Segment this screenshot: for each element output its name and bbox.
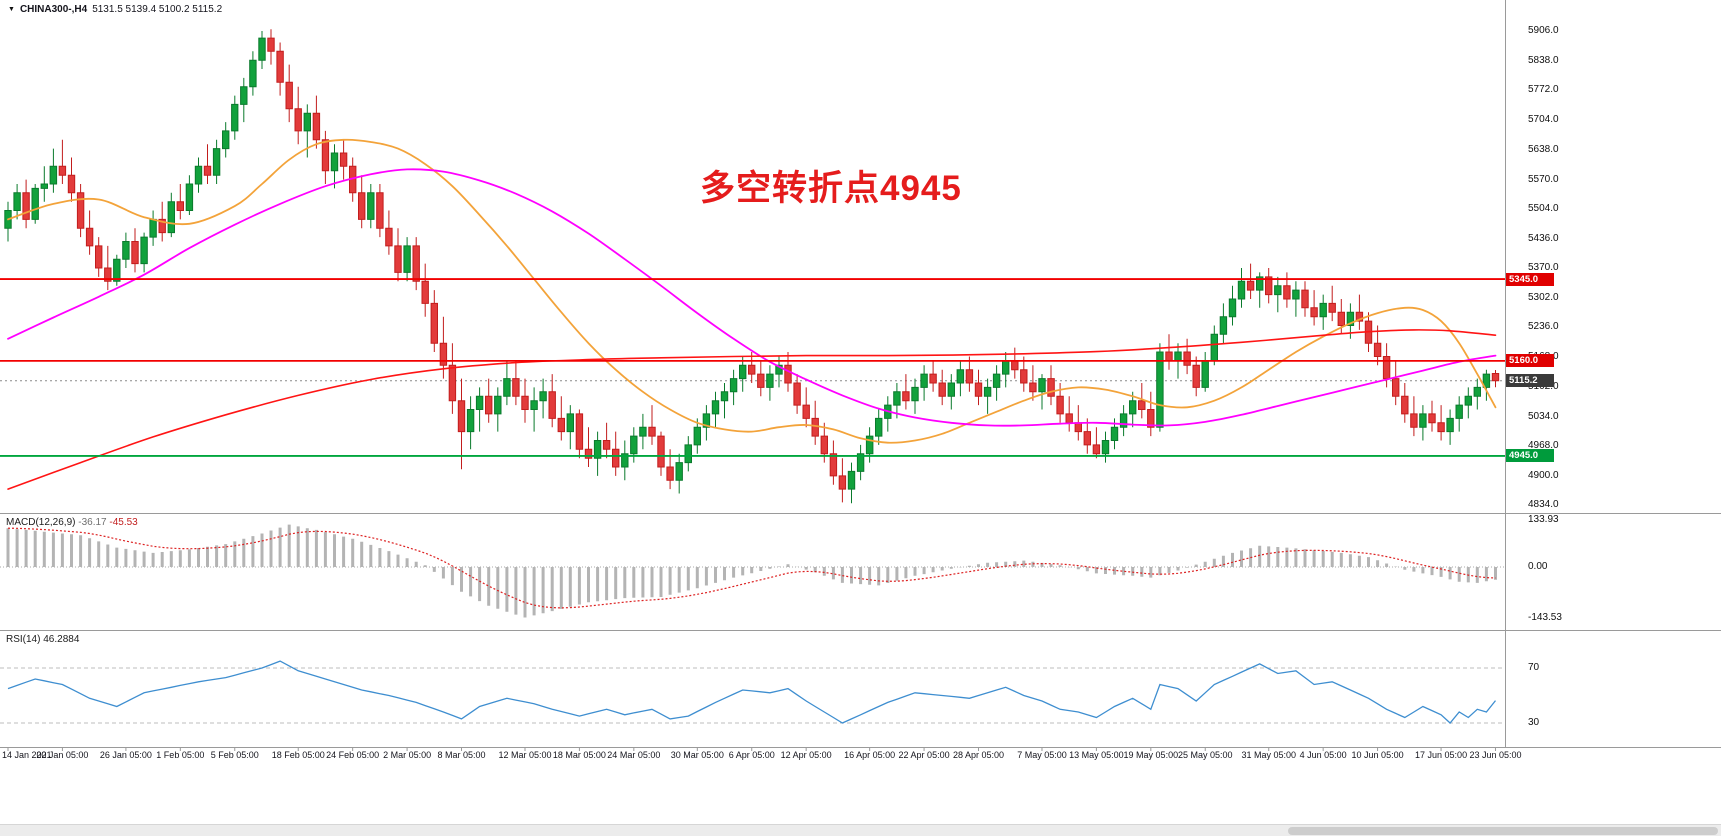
time-axis-label: 22 Apr 05:00: [898, 750, 950, 760]
time-axis-label: 1 Feb 05:00: [156, 750, 205, 760]
rsi-value: 46.2884: [43, 634, 80, 645]
macd-axis-label: 0.00: [1528, 561, 1548, 572]
time-axis-label: 18 Feb 05:00: [271, 750, 325, 760]
macd-label-name: MACD(12,26,9): [6, 517, 76, 528]
time-axis-label: 2 Mar 05:00: [383, 750, 432, 760]
time-axis-label: 4 Jun 05:00: [1299, 750, 1347, 760]
symbol-info: ▼ CHINA300-,H4 5131.5 5139.4 5100.2 5115…: [8, 4, 222, 15]
rsi-axis-label: 70: [1528, 662, 1540, 673]
price-tag-5345.0: 5345.0: [1506, 272, 1554, 286]
rsi-label-name: RSI(14): [6, 634, 41, 645]
annotation-text: 多空转折点4945: [700, 169, 962, 208]
price-axis: 5906.0 5838.0 5772.0 5704.0 5638.0 5570.0 5504…: [1505, 0, 1721, 766]
price-axis-label: 5772.0: [1528, 84, 1559, 96]
time-axis-label: 24 Mar 05:00: [607, 750, 661, 760]
ma-mid-magenta: [7, 168, 1497, 427]
price-axis-label: 5436.0: [1528, 232, 1559, 244]
price-axis-label: 4900.0: [1528, 469, 1559, 481]
price-tag-5160.0: 5160.0: [1506, 354, 1554, 368]
macd-panel: [0, 524, 1505, 618]
macd-histogram: [6, 524, 1497, 618]
symbol-title: CHINA300-,H4: [19, 4, 88, 15]
time-axis: 14 Jan 2021 20 Jan 05:00 26 Jan 05:00 1 Feb…: [0, 749, 1721, 765]
price-axis-label: 5236.0: [1528, 321, 1559, 333]
price-axis-label: 5638.0: [1528, 143, 1559, 155]
time-axis-label: 31 May 05:00: [1241, 750, 1296, 760]
time-axis-label: 8 Mar 05:00: [437, 750, 486, 760]
rsi-axis-label: 30: [1528, 717, 1540, 728]
time-axis-label: 18 Mar 05:00: [552, 750, 606, 760]
rsi-panel: [0, 660, 1505, 724]
price-axis-label: 5370.0: [1528, 262, 1559, 274]
price-axis-label: 5034.0: [1528, 410, 1559, 422]
horizontal-scrollbar[interactable]: [0, 824, 1721, 836]
up-candle-bodies: [4, 37, 1491, 490]
ma-fast-orange: [7, 138, 1497, 444]
price-axis-label: 4968.0: [1528, 439, 1559, 451]
time-axis-label: 26 Jan 05:00: [99, 750, 152, 760]
price-axis-label: 5302.0: [1528, 292, 1559, 304]
price-axis-label: 5704.0: [1528, 114, 1559, 126]
time-axis-label: 16 Apr 05:00: [844, 750, 896, 760]
time-axis-label: 10 Jun 05:00: [1351, 750, 1404, 760]
time-axis-label: 19 May 05:00: [1123, 750, 1179, 760]
time-axis-label: 24 Feb 05:00: [326, 750, 380, 760]
price-tag-4945.0: 4945.0: [1506, 449, 1554, 463]
scrollbar-thumb[interactable]: [1288, 827, 1718, 835]
chart-menu-icon[interactable]: ▼: [8, 6, 15, 13]
macd-main-value: -36.17: [78, 517, 107, 528]
macd-axis-label: 133.93: [1528, 513, 1559, 525]
rsi-indicator-label: RSI(14) 46.2884: [6, 634, 79, 645]
time-axis-label: 17 Jun 05:00: [1415, 750, 1468, 760]
time-axis-label: 14 Jan 2021: [2, 750, 52, 760]
time-axis-label: 25 May 05:00: [1177, 750, 1233, 760]
time-axis-label: 12 Apr 05:00: [780, 750, 832, 760]
time-axis-label: 7 May 05:00: [1017, 750, 1067, 760]
ohlc-values: 5131.5 5139.4 5100.2 5115.2: [92, 4, 223, 15]
main-price-panel: [0, 29, 1505, 504]
time-axis-label: 23 Jun 05:00: [1469, 750, 1522, 760]
price-axis-label: 5504.0: [1528, 202, 1559, 214]
macd-axis-label: -143.53: [1528, 611, 1562, 623]
time-axis-label: 28 Apr 05:00: [952, 750, 1005, 760]
price-axis-label: 5838.0: [1528, 55, 1559, 67]
ma-slow-red: [7, 329, 1497, 490]
price-tag-5115.2: 5115.2: [1506, 374, 1554, 388]
time-axis-label: 30 Mar 05:00: [670, 750, 724, 760]
time-axis-label: 12 Mar 05:00: [498, 750, 552, 760]
macd-signal-line: [7, 527, 1496, 609]
time-axis-label: 5 Feb 05:00: [210, 750, 259, 760]
macd-signal-value: -45.53: [109, 517, 138, 528]
macd-indicator-label: MACD(12,26,9) -36.17 -45.53: [6, 517, 138, 528]
time-axis-label: 13 May 05:00: [1069, 750, 1124, 760]
price-axis-label: 5570.0: [1528, 173, 1559, 185]
time-axis-label: 20 Jan 05:00: [36, 750, 89, 760]
time-axis-label: 6 Apr 05:00: [728, 750, 775, 760]
rsi-line: [7, 660, 1497, 724]
price-axis-label: 5906.0: [1528, 25, 1559, 36]
price-axis-label: 4834.0: [1528, 499, 1559, 511]
